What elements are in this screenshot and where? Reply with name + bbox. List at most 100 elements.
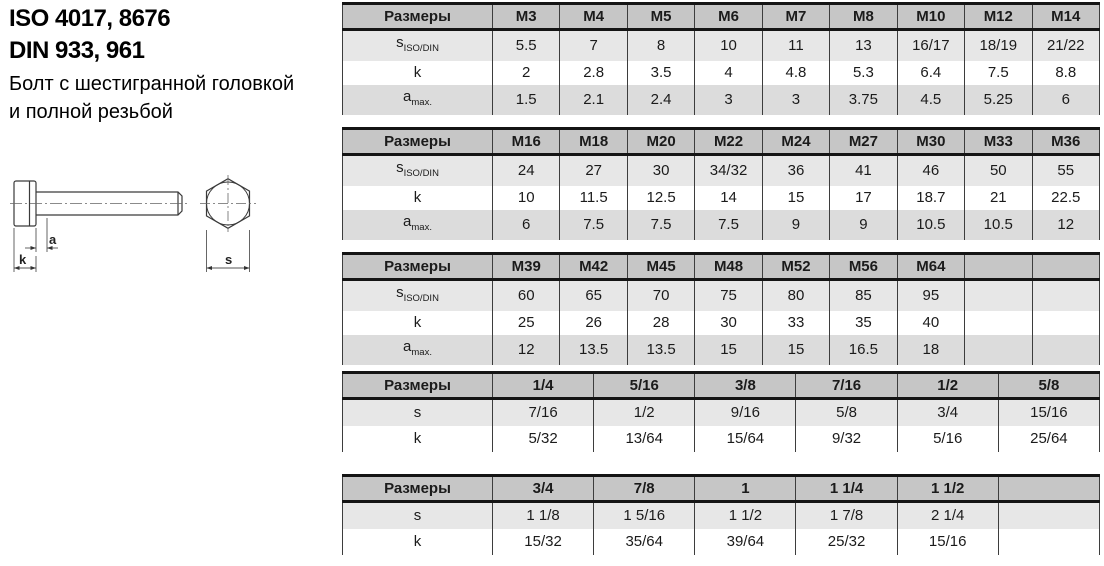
table-cell: 7.5 — [626, 210, 696, 240]
table-cell: 17 — [829, 186, 898, 210]
standard-title-iso: ISO 4017, 8676 — [9, 5, 171, 32]
dimension-table-2: Размеры M16 M18 M20 M22 M24 M27 M30 M33 M36 sISO/D… — [342, 127, 1100, 240]
table-header-row: Размеры M16 M18 M20 M22 M24 M27 M30 M33 M36 — [342, 128, 1100, 156]
table-cell: 18 — [896, 335, 966, 365]
table-cell: 30 — [694, 311, 763, 335]
table-cell: 15/16 — [896, 529, 999, 555]
dimension-table-5: Размеры 3/4 7/8 1 1 1/4 1 1/2 s 1 1/8 1 5/16 1 1/… — [342, 474, 1101, 555]
row-label: sISO/DIN — [342, 154, 493, 186]
table-cell: 5/8 — [795, 398, 898, 426]
table-cell: 80 — [761, 279, 831, 311]
table-row: amax. 6 7.5 7.5 7.5 9 9 10.5 10.5 12 — [342, 210, 1100, 240]
table-cell: 9/16 — [694, 398, 797, 426]
column-header: 1 1/4 — [795, 475, 898, 503]
table-cell: 6 — [1031, 85, 1100, 115]
table-cell: 8 — [626, 29, 696, 61]
table-cell: 1 5/16 — [593, 501, 696, 529]
dimension-a — [25, 218, 58, 252]
table-cell: 25/32 — [795, 529, 898, 555]
table-cell: 11.5 — [559, 186, 628, 210]
dimension-table-4: Размеры 1/4 5/16 3/8 7/16 1/2 5/8 s 7/16 1/2 9/16 5… — [342, 371, 1101, 452]
row-label: k — [342, 311, 493, 335]
table-corner-label: Размеры — [342, 372, 493, 400]
table-cell: 5/16 — [896, 426, 999, 452]
table-cell: 12 — [491, 335, 561, 365]
dimension-k — [13, 228, 37, 272]
table-cell: 1.5 — [491, 85, 561, 115]
column-header: M45 — [626, 253, 696, 281]
table-cell — [1031, 335, 1100, 365]
table-corner-label: Размеры — [342, 128, 493, 156]
table-corner-label: Размеры — [342, 3, 493, 31]
table-cell: 3 — [694, 85, 763, 115]
row-label: amax. — [342, 85, 493, 115]
table-cell — [997, 529, 1101, 555]
dim-label-s: s — [225, 252, 232, 267]
table-cell: 65 — [559, 279, 628, 311]
column-header: M27 — [829, 128, 898, 156]
table-cell: 14 — [694, 186, 763, 210]
table-cell: 40 — [896, 311, 966, 335]
column-header: M14 — [1031, 3, 1100, 31]
table-cell: 26 — [559, 311, 628, 335]
column-header: M42 — [559, 253, 628, 281]
table-cell: 85 — [829, 279, 898, 311]
column-header: M20 — [626, 128, 696, 156]
table-row: k 5/32 13/64 15/64 9/32 5/16 25/64 — [342, 426, 1101, 452]
column-header: M36 — [1031, 128, 1100, 156]
table-cell: 13.5 — [559, 335, 628, 365]
column-header: M6 — [694, 3, 763, 31]
table-cell: 15 — [761, 335, 831, 365]
column-header: M4 — [559, 3, 628, 31]
table-row: amax. 1.5 2.1 2.4 3 3 3.75 4.5 5.25 6 — [342, 85, 1100, 115]
table-cell: 30 — [626, 154, 696, 186]
column-header: M7 — [761, 3, 831, 31]
table-cell: 6 — [491, 210, 561, 240]
table-cell: 15 — [694, 335, 763, 365]
table-cell: 11 — [761, 29, 831, 61]
table-row: amax. 12 13.5 13.5 15 15 16.5 18 — [342, 335, 1100, 365]
table-cell: 34/32 — [694, 154, 763, 186]
table-cell: 8.8 — [1031, 61, 1100, 85]
table-cell — [1031, 311, 1100, 335]
column-header: 1/4 — [491, 372, 595, 400]
table-header-row: Размеры 1/4 5/16 3/8 7/16 1/2 5/8 — [342, 372, 1101, 400]
bolt-technical-drawing: a k s — [10, 175, 256, 272]
dim-label-a: a — [49, 232, 57, 247]
table-cell: 2 — [491, 61, 561, 85]
column-header — [964, 253, 1033, 281]
row-label: s — [342, 501, 493, 529]
column-header: 3/8 — [694, 372, 797, 400]
product-description-line2: и полной резьбой — [9, 101, 173, 123]
column-header: M33 — [964, 128, 1033, 156]
table-cell: 2.8 — [559, 61, 628, 85]
row-label: k — [342, 426, 493, 452]
table-cell — [964, 279, 1033, 311]
table-cell: 10.5 — [964, 210, 1033, 240]
table-cell: 5.25 — [964, 85, 1033, 115]
table-row: k 15/32 35/64 39/64 25/32 15/16 — [342, 529, 1101, 555]
table-cell: 5/32 — [491, 426, 595, 452]
column-header: 1 — [694, 475, 797, 503]
product-description-line1: Болт с шестигранной головкой — [9, 73, 295, 95]
column-header: 3/4 — [491, 475, 595, 503]
column-header — [1031, 253, 1100, 281]
table-cell: 27 — [559, 154, 628, 186]
table-cell: 13.5 — [626, 335, 696, 365]
column-header: M22 — [694, 128, 763, 156]
column-header: M18 — [559, 128, 628, 156]
table-header-row: Размеры M3 M4 M5 M6 M7 M8 M10 M12 M14 — [342, 3, 1100, 31]
table-cell: 4.8 — [761, 61, 831, 85]
table-cell: 3.75 — [829, 85, 898, 115]
column-header: M24 — [761, 128, 831, 156]
table-corner-label: Размеры — [342, 253, 493, 281]
table-cell: 13 — [829, 29, 898, 61]
table-cell: 6.4 — [896, 61, 966, 85]
table-row: k 25 26 28 30 33 35 40 — [342, 311, 1100, 335]
table-cell: 39/64 — [694, 529, 797, 555]
table-cell — [964, 311, 1033, 335]
table-cell: 3 — [761, 85, 831, 115]
table-row: k 10 11.5 12.5 14 15 17 18.7 21 22.5 — [342, 186, 1100, 210]
table-header-row: Размеры M39 M42 M45 M48 M52 M56 M64 — [342, 253, 1100, 281]
